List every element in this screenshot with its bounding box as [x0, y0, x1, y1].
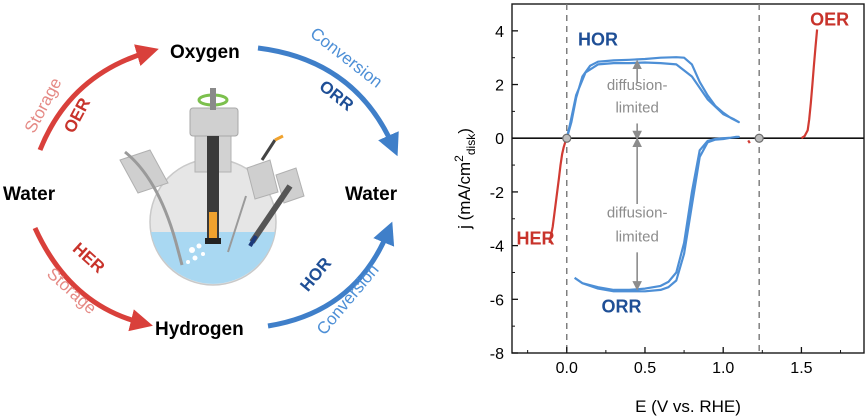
y-axis-label-close: ) [455, 128, 474, 134]
y-axis-label: j (mA/cm2disk) [452, 128, 478, 230]
oer-mode-label: Storage [21, 75, 66, 136]
y-tick-label: 2 [495, 78, 504, 95]
annot-diffusion-bottom: diffusion- [607, 204, 668, 221]
y-axis-label-sub: disk [464, 133, 478, 155]
y-tick-label: 0 [495, 131, 504, 148]
x-tick-label: 0.0 [556, 360, 578, 377]
annot-limited-top: limited [615, 100, 658, 117]
equilibrium-marker [754, 133, 764, 143]
cv-chart: 0.0 0.5 1.0 1.5 -8 -6 -4 -2 0 2 4 HOR ORR HER OER diff… [452, 3, 865, 416]
series-hor [565, 56, 740, 139]
y-tick-label: -6 [490, 292, 504, 309]
annot-orr: ORR [602, 297, 642, 317]
x-tick-label: 0.5 [634, 360, 656, 377]
y-axis-label-main: j (mA/cm [455, 162, 474, 230]
series-glitch [747, 139, 751, 144]
orr-arrow [257, 45, 399, 157]
annot-hor: HOR [578, 30, 618, 50]
oxygen-label: Oxygen [170, 42, 240, 63]
water-left-label: Water [3, 184, 56, 205]
water-right-label: Water [345, 184, 398, 205]
annot-her: HER [516, 228, 554, 248]
annot-oer: OER [810, 9, 849, 29]
her-arrow [32, 226, 153, 332]
series-her [548, 137, 569, 244]
y-tick-label: -2 [490, 185, 504, 202]
hydrogen-label: Hydrogen [155, 319, 244, 340]
equilibrium-marker [562, 133, 572, 143]
annot-diffusion-top: diffusion- [607, 77, 668, 94]
schematic-panel: Oxygen Water Water Hydrogen Storage OER … [3, 24, 399, 340]
x-tick-label: 1.0 [712, 360, 734, 377]
y-axis-label-sup: 2 [452, 155, 466, 162]
y-tick-label: -8 [490, 346, 504, 363]
y-tick-label: -4 [490, 239, 504, 256]
orr-reaction-label: ORR [316, 77, 357, 115]
oer-reaction-label: OER [60, 95, 94, 136]
annot-limited-bottom: limited [615, 229, 658, 246]
oer-arrow [37, 44, 159, 151]
hor-arrow [267, 221, 395, 329]
plot-frame [511, 3, 865, 354]
electrochemical-cell-icon [119, 88, 305, 286]
series-orr [573, 135, 740, 293]
her-reaction-label: HER [69, 239, 108, 277]
y-tick-label: 4 [495, 24, 504, 41]
x-tick-label: 1.5 [790, 360, 812, 377]
hor-reaction-label: HOR [296, 254, 335, 295]
x-axis-label: E (V vs. RHE) [635, 397, 741, 416]
series-oer [800, 29, 819, 140]
